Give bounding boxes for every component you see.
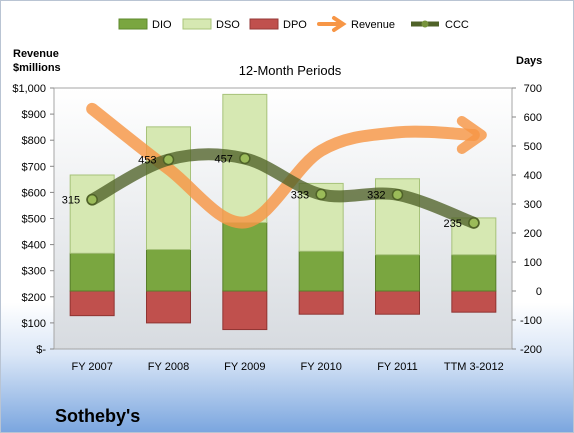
company-caption: Sotheby's — [55, 406, 140, 426]
right-tick-label: 100 — [524, 257, 542, 269]
bar-dpo — [69, 290, 115, 317]
legend-marker-ccc — [421, 20, 429, 28]
left-axis-label-line2: $millions — [13, 62, 61, 74]
x-tick-label: FY 2008 — [148, 361, 189, 373]
ccc-data-label: 315 — [62, 195, 80, 207]
left-tick-label: $700 — [22, 161, 46, 173]
legend-swatch-dio — [118, 18, 148, 30]
ccc-point — [315, 188, 327, 201]
ccc-point — [468, 217, 480, 229]
right-tick-label: 600 — [524, 112, 542, 124]
left-tick-label: $600 — [22, 187, 46, 199]
line-layer: 315 453 457 333 332 235 — [62, 102, 487, 230]
x-tick-label: FY 2007 — [71, 361, 112, 373]
right-tick-label: 400 — [524, 170, 542, 182]
bar-dio — [451, 254, 497, 292]
legend: DIO DSO DPO Revenue CCC — [118, 16, 469, 32]
bar-dpo — [298, 290, 344, 315]
right-tick-label: 700 — [524, 83, 542, 95]
bar-dpo — [375, 290, 420, 315]
bar-dpo — [451, 290, 497, 313]
bar-dio — [146, 249, 191, 292]
right-tick-label: 300 — [524, 199, 542, 211]
ccc-data-label: 235 — [443, 218, 461, 230]
ccc-point — [391, 188, 404, 201]
bar-dio — [69, 252, 115, 292]
left-tick-label: $100 — [22, 318, 46, 330]
x-axis: FY 2007 FY 2008 FY 2009 FY 2010 FY 2011 TTM 3… — [71, 361, 503, 373]
legend-label-revenue: Revenue — [351, 19, 395, 31]
bar-dio — [298, 250, 344, 292]
legend-label-dso: DSO — [216, 19, 240, 31]
x-tick-label: FY 2010 — [300, 361, 341, 373]
x-tick-label: FY 2011 — [377, 361, 418, 373]
chart-subtitle: 12-Month Periods — [239, 63, 342, 78]
left-tick-label: $500 — [22, 214, 46, 226]
x-tick-label: TTM 3-2012 — [444, 361, 504, 373]
bar-dpo — [146, 290, 191, 324]
left-tick-label: $900 — [22, 109, 46, 121]
right-tick-label: 500 — [524, 141, 542, 153]
ccc-line — [86, 148, 480, 229]
ccc-data-label: 457 — [214, 153, 232, 165]
left-axis-label-line1: Revenue — [13, 48, 59, 60]
ccc-point — [162, 153, 175, 166]
legend-label-dio: DIO — [152, 19, 172, 31]
right-tick-label: 200 — [524, 228, 542, 240]
bar-dpo — [222, 290, 268, 331]
revenue-arrowhead — [456, 115, 487, 154]
left-tick-label: $300 — [22, 266, 46, 278]
bar-dio — [375, 254, 420, 292]
left-tick-label: $200 — [22, 292, 46, 304]
bar-dio — [222, 222, 268, 292]
ccc-data-label: 333 — [291, 189, 309, 201]
ccc-data-label: 453 — [138, 155, 156, 167]
right-axis: -200 -100 0 100 200 300 400 500 600 700 — [512, 83, 542, 356]
legend-label-ccc: CCC — [445, 19, 469, 31]
left-tick-label: $1,000 — [12, 83, 46, 95]
legend-label-dpo: DPO — [283, 19, 307, 31]
left-axis: $- $100 $200 $300 $400 $500 $600 $700 $800 $900 $1… — [12, 83, 54, 356]
legend-swatch-revenue — [317, 16, 347, 32]
legend-swatch-dpo — [249, 18, 279, 30]
right-tick-label: 0 — [536, 286, 542, 298]
ccc-point — [86, 193, 98, 206]
left-tick-label: $- — [36, 344, 46, 356]
left-tick-label: $400 — [22, 240, 46, 252]
legend-swatch-dso — [182, 18, 212, 30]
right-tick-label: -200 — [520, 344, 542, 356]
right-tick-label: -100 — [520, 315, 542, 327]
left-tick-label: $800 — [22, 135, 46, 147]
ccc-point — [239, 152, 251, 165]
right-axis-label: Days — [516, 55, 542, 67]
x-tick-label: FY 2009 — [224, 361, 265, 373]
ccc-data-label: 332 — [367, 190, 385, 202]
